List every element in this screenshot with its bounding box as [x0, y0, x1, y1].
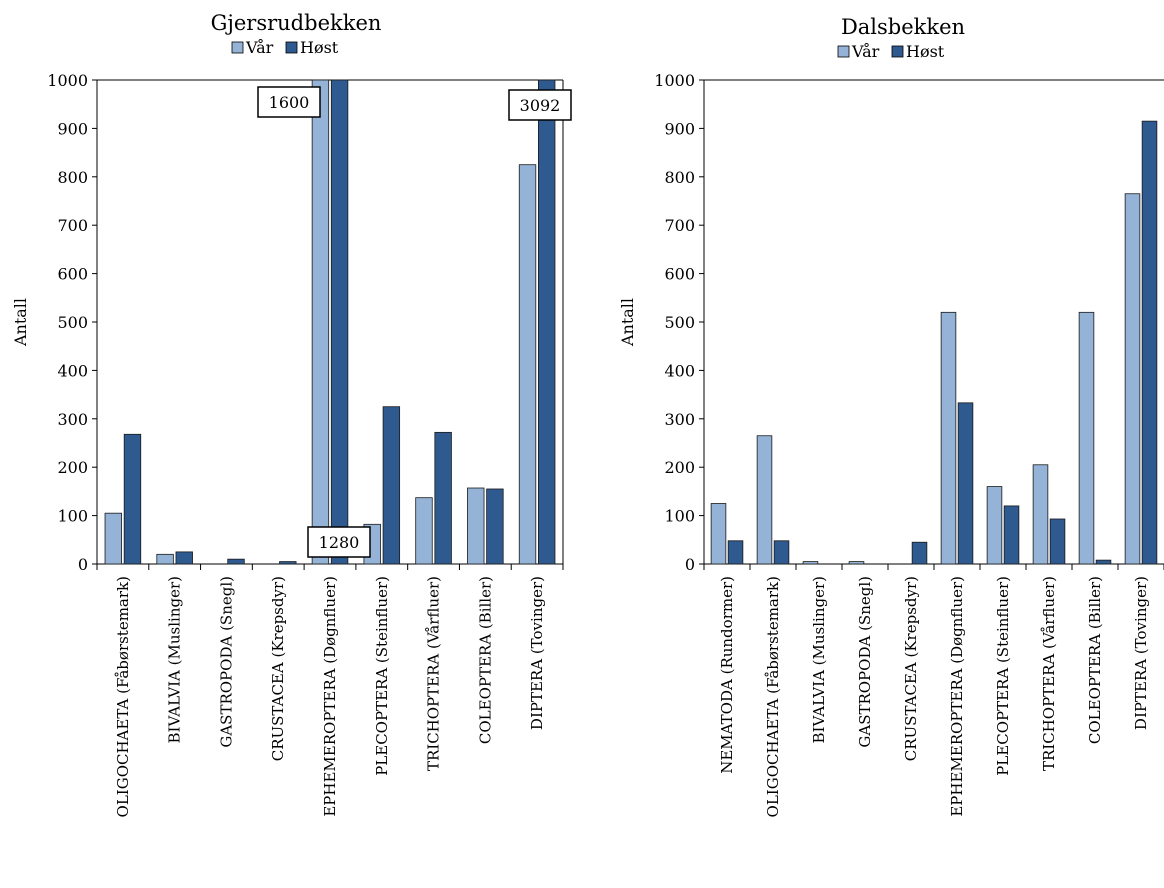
- y-tick-label: 100: [57, 507, 88, 526]
- bar-var: [415, 497, 433, 565]
- category-label: TRICHOPTERA (Vårfluer): [1040, 576, 1058, 771]
- y-tick-label: 0: [685, 555, 695, 574]
- bar-var: [802, 561, 819, 565]
- legend-swatch-host: [285, 41, 298, 54]
- y-tick-label: 1000: [654, 71, 695, 90]
- y-tick-label: 1000: [47, 71, 88, 90]
- y-tick-label: 800: [664, 168, 695, 187]
- value-callout-box: [508, 89, 572, 121]
- bar-var: [1032, 464, 1049, 565]
- bar-var: [518, 164, 537, 565]
- value-callout-label: 1600: [269, 93, 310, 112]
- bar-var: [848, 561, 865, 565]
- bar-host: [1095, 559, 1112, 565]
- y-axis-title: Antall: [618, 298, 637, 347]
- bar-host: [911, 541, 928, 565]
- y-tick-label: 300: [57, 410, 88, 429]
- bar-host: [957, 402, 974, 565]
- y-tick-label: 0: [78, 555, 88, 574]
- bar-var: [1078, 311, 1095, 565]
- bar-var: [710, 503, 727, 565]
- category-label: DIPTERA (Tovinger): [1132, 576, 1150, 730]
- category-label: EPHEMEROPTERA (Døgnfluer): [321, 576, 339, 817]
- legend-label-host: Høst: [906, 42, 945, 61]
- bar-host: [773, 540, 790, 565]
- legend-label-host: Høst: [300, 38, 339, 57]
- bar-var: [311, 79, 330, 565]
- y-tick-label: 100: [664, 507, 695, 526]
- bar-host: [123, 433, 142, 565]
- bar-host: [538, 79, 556, 565]
- category-label: OLIGOCHAETA (Fåbørstemark): [764, 576, 782, 817]
- legend-swatch-var: [231, 41, 244, 54]
- category-label: TRICHOPTERA (Vårfluer): [425, 576, 443, 771]
- bar-host: [1003, 505, 1020, 565]
- y-tick-label: 600: [57, 265, 88, 284]
- category-label: NEMATODA (Rundormer): [718, 576, 736, 774]
- y-tick-label: 600: [664, 265, 695, 284]
- bar-var: [1124, 193, 1141, 565]
- y-tick-label: 200: [664, 458, 695, 477]
- legend-swatch-host: [891, 45, 904, 58]
- y-tick-label: 700: [664, 216, 695, 235]
- category-label: GASTROPODA (Snegl): [217, 576, 235, 748]
- legend-label-var: Vår: [851, 42, 880, 61]
- category-label: EPHEMEROPTERA (Døgnfluer): [948, 576, 966, 817]
- y-tick-label: 800: [57, 168, 88, 187]
- category-label: COLEOPTERA (Biller): [1086, 576, 1104, 744]
- y-tick-label: 300: [664, 410, 695, 429]
- y-tick-label: 500: [57, 313, 88, 332]
- y-tick-label: 500: [664, 313, 695, 332]
- y-tick-label: 900: [57, 119, 88, 138]
- category-label: GASTROPODA (Snegl): [856, 576, 874, 748]
- value-callout-label: 3092: [520, 96, 561, 115]
- category-label: PLECOPTERA (Steinfluer): [373, 576, 391, 776]
- y-axis-title: Antall: [11, 298, 30, 347]
- bar-host: [227, 558, 245, 565]
- bar-host: [727, 540, 744, 565]
- value-callout-label: 1280: [319, 533, 360, 552]
- y-tick-label: 900: [664, 119, 695, 138]
- y-tick-label: 200: [57, 458, 88, 477]
- category-label: PLECOPTERA (Steinfluer): [994, 576, 1012, 776]
- bar-var: [986, 486, 1003, 565]
- bar-host: [330, 79, 349, 565]
- y-tick-label: 700: [57, 216, 88, 235]
- bar-var: [940, 311, 957, 565]
- chart-panel-1: Gjersrudbekken Vår Høst Antall 0 100 200 300 400…: [11, 11, 572, 817]
- bar-host: [279, 561, 297, 565]
- y-tick-label: 400: [664, 361, 695, 380]
- bar-var: [756, 435, 773, 565]
- bar-var: [156, 553, 174, 565]
- category-label: BIVALVIA (Muslinger): [166, 576, 184, 743]
- bar-var: [104, 512, 122, 565]
- bar-host: [382, 406, 401, 565]
- y-tick-label: 400: [57, 361, 88, 380]
- bar-host: [486, 488, 504, 565]
- bar-host: [1049, 518, 1066, 565]
- category-label: OLIGOCHAETA (Fåbørstemark): [114, 576, 132, 817]
- bar-var: [467, 487, 485, 565]
- legend-label-var: Vår: [245, 38, 274, 57]
- category-label: CRUSTACEA (Krepsdyr): [269, 576, 287, 761]
- chart-panel-2: Dalsbekken Vår Høst Antall 0 100 200 300 400 500 6…: [618, 15, 1164, 817]
- legend-swatch-var: [837, 45, 850, 58]
- category-label: CRUSTACEA (Krepsdyr): [902, 576, 920, 761]
- category-label: BIVALVIA (Muslinger): [810, 576, 828, 743]
- chart-title: Gjersrudbekken: [211, 11, 382, 35]
- category-label: COLEOPTERA (Biller): [476, 576, 494, 744]
- bar-host: [1141, 120, 1158, 565]
- value-callout-box: [257, 86, 321, 118]
- bar-host: [175, 551, 193, 565]
- category-label: DIPTERA (Tovinger): [528, 576, 546, 730]
- chart-title: Dalsbekken: [841, 15, 965, 39]
- value-callout-box: [307, 526, 371, 558]
- bar-host: [434, 431, 452, 565]
